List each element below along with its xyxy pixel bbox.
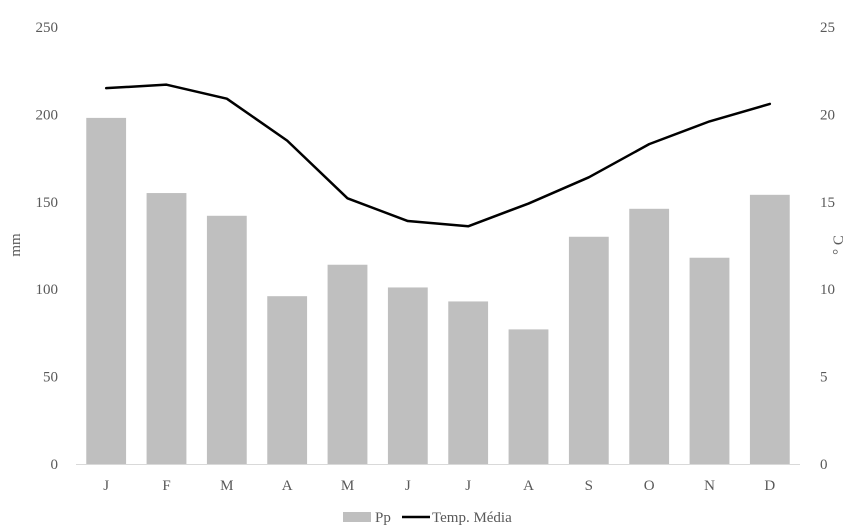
y2-tick-label-3: 15 <box>820 195 835 211</box>
x-tick-label-9: O <box>644 478 655 494</box>
bar-pp-10 <box>689 257 730 464</box>
bar-pp-6 <box>448 301 489 464</box>
legend-label-pp: Pp <box>375 510 391 526</box>
y-tick-label-2: 100 <box>36 282 59 298</box>
axes-layer: J F M A M J J A S O N D 0 50 100 150 200 250 0 5 10 15 20 25 <box>36 20 836 494</box>
bar-pp-3 <box>267 296 308 464</box>
legend-label-temp: Temp. Média <box>432 510 512 526</box>
x-tick-label-11: D <box>764 478 775 494</box>
bar-pp-2 <box>206 215 247 464</box>
legend-swatch-pp <box>343 512 371 522</box>
y2-tick-label-4: 20 <box>820 107 835 123</box>
x-tick-label-4: M <box>341 478 354 494</box>
y2-tick-label-5: 25 <box>820 20 835 36</box>
line-layer <box>104 83 772 228</box>
bar-pp-9 <box>629 208 670 464</box>
bar-pp-1 <box>146 193 187 464</box>
y-axis-title: mm <box>8 233 24 257</box>
x-tick-label-5: J <box>405 478 411 494</box>
y-tick-label-4: 200 <box>36 107 59 123</box>
legend: Pp Temp. Média <box>343 510 512 526</box>
bar-pp-4 <box>327 264 368 464</box>
y2-tick-label-2: 10 <box>820 282 835 298</box>
bar-pp-7 <box>508 329 549 464</box>
x-tick-label-6: J <box>465 478 471 494</box>
x-tick-label-1: F <box>162 478 170 494</box>
line-temp-media <box>104 83 772 228</box>
x-tick-label-7: A <box>523 478 534 494</box>
y-tick-label-1: 50 <box>43 370 58 386</box>
bar-pp-8 <box>568 236 609 464</box>
y-tick-label-5: 250 <box>36 20 59 36</box>
y2-tick-label-0: 0 <box>820 457 828 473</box>
bar-pp-5 <box>387 287 428 464</box>
y-tick-label-0: 0 <box>51 457 59 473</box>
y-tick-label-3: 150 <box>36 195 59 211</box>
x-tick-label-10: N <box>704 478 715 494</box>
x-tick-label-2: M <box>220 478 233 494</box>
bars-layer <box>86 117 790 465</box>
y2-tick-label-1: 5 <box>820 370 828 386</box>
bar-pp-0 <box>86 117 127 465</box>
y2-axis-title: ° C <box>831 235 847 255</box>
x-tick-label-8: S <box>585 478 593 494</box>
bar-pp-11 <box>749 194 790 464</box>
x-tick-label-3: A <box>282 478 293 494</box>
x-tick-label-0: J <box>103 478 109 494</box>
